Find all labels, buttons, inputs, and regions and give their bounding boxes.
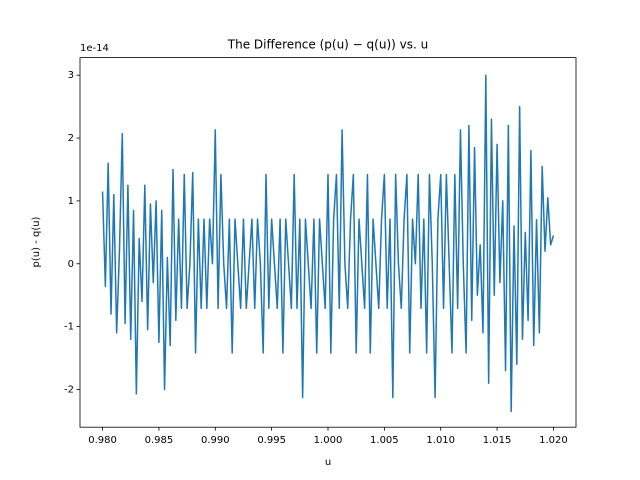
y-tick-label: 1 [68, 196, 74, 207]
x-tick-label: 1.000 [314, 435, 343, 446]
x-tick-label: 1.015 [483, 435, 512, 446]
x-tick-label: 0.995 [257, 435, 286, 446]
y-tick-label: -2 [64, 384, 74, 395]
offset-label: 1e-14 [80, 43, 109, 54]
y-axis-label: p(u) - q(u) [31, 216, 42, 267]
chart-title: The Difference (p(u) − q(u)) vs. u [227, 38, 428, 52]
x-tick-label: 1.020 [539, 435, 568, 446]
line-series [101, 74, 555, 413]
x-tick-label: 1.005 [370, 435, 399, 446]
y-tick-label: 2 [68, 133, 74, 144]
x-tick-label: 0.990 [201, 435, 230, 446]
x-axis-label: u [325, 457, 331, 468]
x-tick-label: 1.010 [426, 435, 455, 446]
y-tick-label: 0 [68, 259, 74, 270]
x-tick-label: 0.980 [88, 435, 117, 446]
axes-frame [79, 57, 577, 428]
y-tick-label: 3 [68, 70, 74, 81]
y-tick-label: -1 [64, 322, 74, 333]
x-tick-label: 0.985 [145, 435, 174, 446]
